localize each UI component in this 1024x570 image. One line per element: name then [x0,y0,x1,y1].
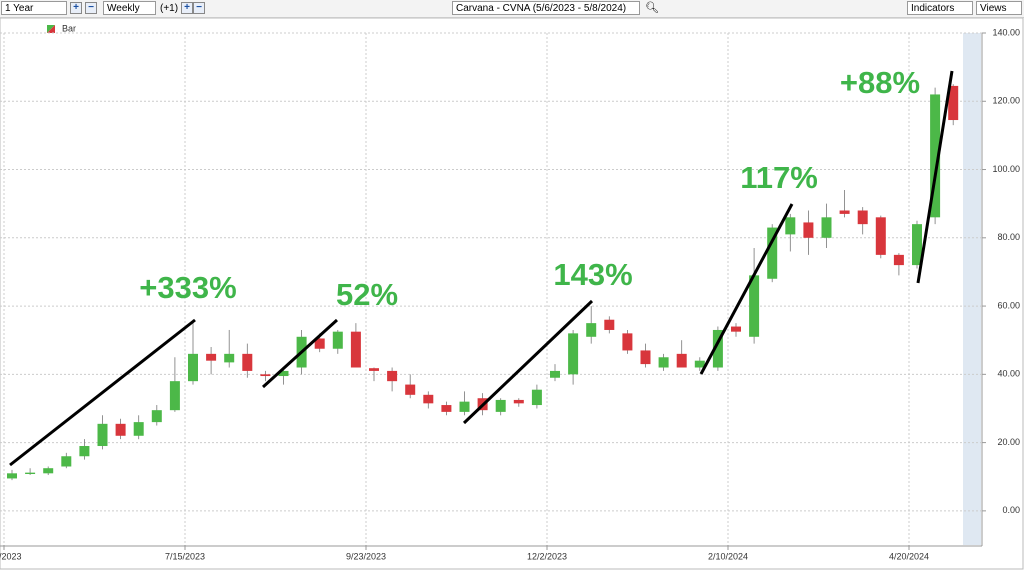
y-tick-label: 0.00 [1002,505,1020,515]
zoom-in[interactable]: + [70,2,82,14]
candle-body [731,326,741,332]
x-tick-label: 4/20/2024 [889,551,929,561]
candle-body [694,360,705,368]
candle-body [169,381,180,411]
candle-body [839,210,850,214]
zoom-out[interactable]: − [85,2,97,14]
trend-line [462,299,594,425]
legend-label: Bar [62,23,76,33]
trend-line [261,318,339,389]
candle-body [459,401,470,412]
candle-body [948,85,959,121]
candle-body [115,423,126,436]
candle-body [242,353,253,371]
candle-body [43,468,54,474]
candle-body [423,394,434,404]
y-tick-label: 20.00 [997,437,1020,447]
candle-body [749,275,760,337]
candle-body [61,456,72,467]
candle-body [767,227,778,279]
candle-body [495,399,506,412]
annotation: 117% [740,160,818,195]
candle-body [857,210,868,225]
candle-body [550,370,560,378]
candle-body [405,384,416,395]
candle-body [206,353,217,361]
candle-body [912,224,922,266]
candle-body [875,217,886,255]
trend-line [916,70,954,284]
candle-body [97,423,108,447]
y-tick-label: 80.00 [997,232,1020,242]
trend-line [9,318,196,467]
indicators-select[interactable]: Indicators [907,1,973,15]
candle-body [350,331,361,368]
annotation: 143% [553,257,632,292]
candle-body [622,333,633,351]
candle-body [314,338,325,349]
candle-body [785,217,796,235]
candle-body [513,399,524,404]
y-tick-label: 140.00 [992,27,1020,37]
annotation: 52% [336,277,398,312]
symbol-input[interactable]: Carvana - CVNA (5/6/2023 - 5/8/2024) [452,1,640,15]
interval-select[interactable]: Weekly [103,1,156,15]
x-tick-label: 12/2/2023 [527,551,567,561]
offset-up[interactable]: + [181,2,193,14]
candle-body [893,254,904,266]
frame [0,18,1024,570]
candle-body [531,389,542,406]
annotation: +333% [139,270,236,305]
candle-body [930,94,941,218]
candle-body [79,446,90,457]
candle-body [369,368,379,371]
candle-body [676,353,687,368]
candle-body [133,422,144,436]
y-tick-label: 100.00 [992,164,1020,174]
candle-body [640,350,651,365]
candle-body [441,405,452,412]
candle-body [332,331,343,349]
x-tick-label: 2/10/2024 [708,551,748,561]
candle-body [25,472,36,475]
candle-body [188,353,198,382]
y-tick-label: 120.00 [992,96,1020,106]
candle-body [658,357,669,368]
trend-line [699,203,794,375]
annotation: +88% [840,65,920,100]
x-tick-label: 9/23/2023 [346,551,386,561]
candle-body [821,217,832,238]
candle-body [224,353,235,363]
x-tick-label: 5/6/2023 [0,551,22,561]
candle-body [7,473,17,479]
toolbar: 1 Year + − Weekly (+1) + − Carvana - CVN… [0,0,1024,18]
candle-body [712,329,723,368]
candle-body [278,370,289,377]
chart: Bar 0.00 20.00 40.00 60.00 80.00 100.00 120.00… [0,18,1024,570]
candle-body [604,319,615,330]
legend-down [47,25,55,33]
y-tick-label: 40.00 [997,369,1020,379]
search-icon[interactable]: 🔍︎ [645,2,659,14]
candle-body [803,222,814,238]
offset-down[interactable]: − [193,2,205,14]
x-tick-label: 7/15/2023 [165,551,205,561]
views-select[interactable]: Views [976,1,1022,15]
candle-body [387,370,398,382]
future-area [963,33,981,545]
candle-body [260,374,271,377]
y-tick-label: 60.00 [997,300,1020,310]
range-select[interactable]: 1 Year [1,1,67,15]
offset: (+1) [160,3,179,14]
candle-body [151,410,162,423]
candle-body [568,333,579,375]
candle-body [586,323,597,337]
